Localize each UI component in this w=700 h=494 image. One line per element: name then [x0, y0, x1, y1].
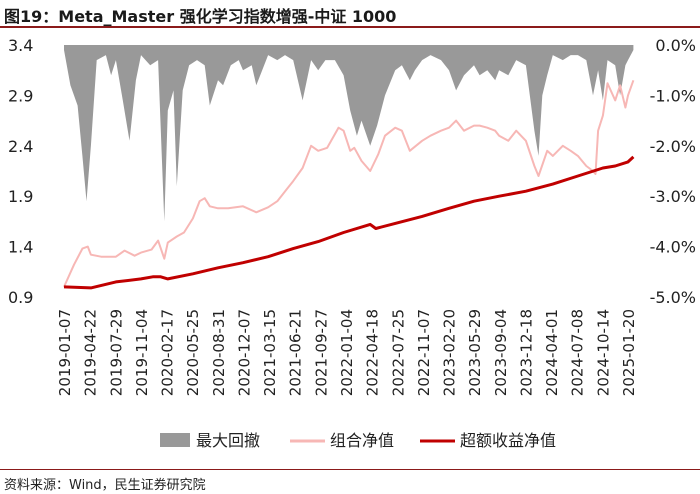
- x-tick-label: 2022-11-07: [415, 309, 433, 396]
- left-tick-label: 3.4: [8, 36, 33, 55]
- title-divider: [0, 26, 700, 28]
- x-tick-label: 2023-12-18: [518, 309, 536, 396]
- left-tick-label: 2.4: [8, 137, 33, 156]
- legend-label-drawdown: 最大回撤: [196, 431, 260, 450]
- x-tick-label: 2022-04-18: [364, 309, 382, 396]
- nav-line: [63, 79, 635, 288]
- left-tick-label: 2.9: [8, 86, 33, 105]
- right-tick-label: -5.0%: [650, 288, 696, 307]
- left-tick-label: 0.9: [8, 288, 33, 307]
- x-tick-label: 2019-07-29: [107, 309, 125, 396]
- x-tick-label: 2024-10-14: [594, 309, 612, 396]
- drawdown-area: [64, 45, 634, 222]
- x-tick-label: 2025-01-20: [620, 309, 638, 396]
- x-tick-label: 2020-08-31: [210, 309, 228, 396]
- left-tick-label: 1.4: [8, 238, 33, 257]
- footer-divider: [0, 469, 700, 470]
- left-tick-label: 1.9: [8, 187, 33, 206]
- x-tick-label: 2020-02-17: [159, 309, 177, 396]
- x-tick-label: 2023-02-20: [441, 309, 459, 396]
- right-tick-label: -3.0%: [650, 187, 696, 206]
- x-tick-label: 2019-11-04: [133, 309, 151, 396]
- x-tick-label: 2023-09-04: [492, 309, 510, 396]
- x-tick-label: 2021-03-15: [261, 309, 279, 396]
- x-tick-label: 2021-09-27: [312, 309, 330, 396]
- chart-title: 图19：Meta_Master 强化学习指数增强-中证 1000: [4, 7, 397, 26]
- right-axis: 0.0% -1.0% -2.0% -3.0% -4.0% -5.0%: [650, 36, 696, 307]
- right-tick-label: 0.0%: [655, 36, 696, 55]
- right-tick-label: -2.0%: [650, 137, 696, 156]
- x-tick-label: 2024-04-01: [543, 309, 561, 396]
- x-tick-label: 2020-05-25: [184, 309, 202, 396]
- x-tick-label: 2019-01-07: [56, 309, 74, 396]
- x-tick-label: 2022-01-04: [338, 309, 356, 396]
- left-axis: 0.9 1.4 1.9 2.4 2.9 3.4: [8, 36, 33, 307]
- right-tick-label: -1.0%: [650, 86, 696, 105]
- right-tick-label: -4.0%: [650, 238, 696, 257]
- source-note: 资料来源：Wind，民生证券研究院: [4, 478, 206, 493]
- chart: 0.9 1.4 1.9 2.4 2.9 3.4 0.0% -1.0% -2.0% -3.0% -4…: [8, 36, 696, 450]
- x-tick-label: 2022-07-25: [389, 309, 407, 396]
- x-tick-label: 2023-05-29: [466, 309, 484, 396]
- excess-return-line: [63, 155, 635, 290]
- x-tick-label: 2020-12-07: [236, 309, 254, 396]
- line-series-layer: [63, 79, 635, 290]
- legend-swatch-drawdown: [160, 433, 190, 447]
- x-tick-label: 2019-04-22: [82, 309, 100, 396]
- legend: 最大回撤 组合净值 超额收益净值: [160, 431, 556, 450]
- x-axis: 2019-01-07 2019-04-22 2019-07-29 2019-11-04…: [56, 309, 638, 396]
- x-tick-label: 2024-07-08: [569, 309, 587, 396]
- drawdown-area-layer: [64, 45, 634, 222]
- legend-label-excess: 超额收益净值: [460, 431, 556, 450]
- legend-label-nav: 组合净值: [330, 431, 394, 450]
- x-tick-label: 2021-06-21: [287, 309, 305, 396]
